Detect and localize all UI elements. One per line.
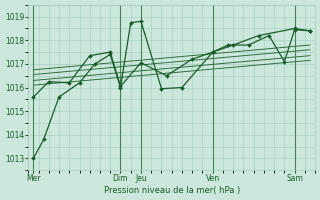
X-axis label: Pression niveau de la mer( hPa ): Pression niveau de la mer( hPa ): [104, 186, 240, 195]
